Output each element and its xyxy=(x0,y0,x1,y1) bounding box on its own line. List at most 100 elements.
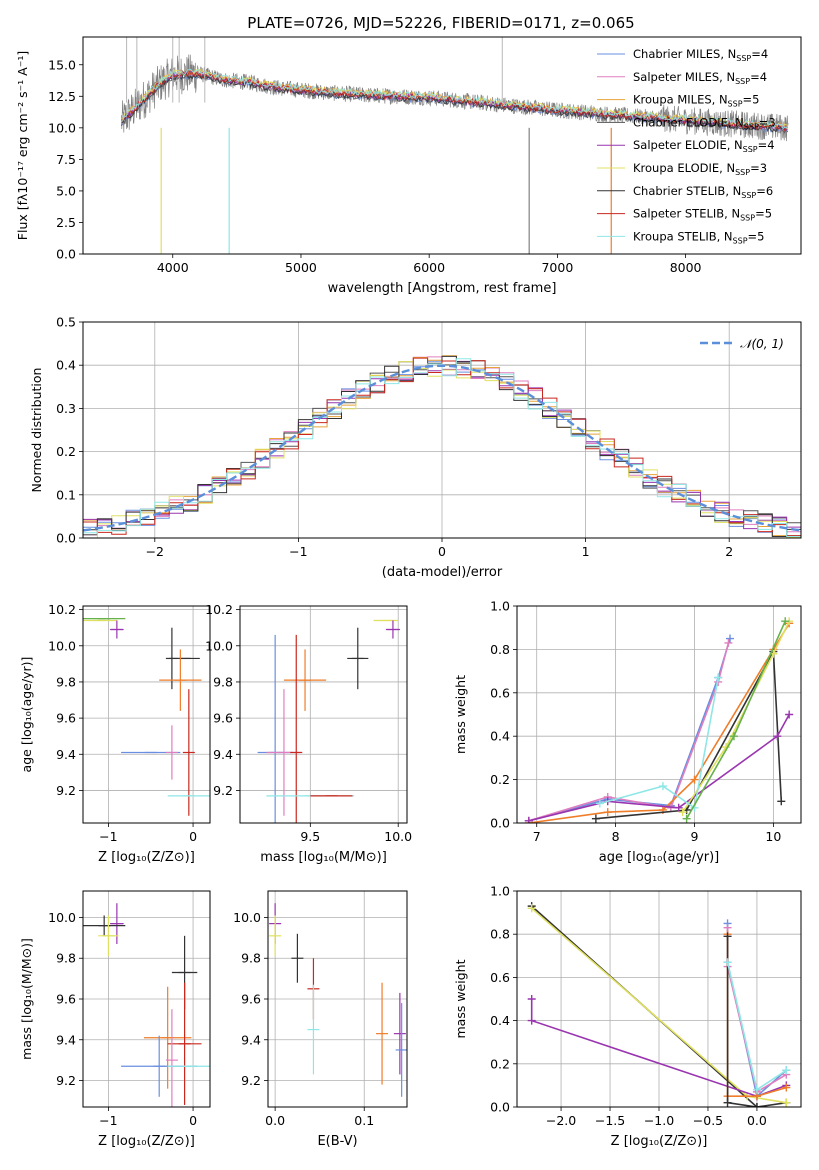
series-marker xyxy=(777,797,786,806)
series-marker xyxy=(658,782,667,791)
plot-area xyxy=(517,606,801,823)
series-marker xyxy=(527,995,536,1003)
axes-frame xyxy=(267,890,408,1108)
y-tick-label: 9.4 xyxy=(241,1032,261,1047)
y-axis-label: Flux [fλ10⁻¹⁷ erg cm⁻² s⁻¹ A⁻¹] xyxy=(15,51,30,240)
y-tick-label: 9.2 xyxy=(241,1073,261,1088)
data-point xyxy=(307,984,320,1075)
data-point xyxy=(395,1003,407,1097)
data-point xyxy=(385,620,400,639)
legend-entry: Salpeter STELIB, NSSP=5 xyxy=(633,207,772,223)
data-point xyxy=(167,982,202,1105)
x-tick-label: −2.0 xyxy=(546,1113,576,1128)
y-tick-label: 1.0 xyxy=(490,599,510,614)
y-tick-label: 10.0 xyxy=(48,638,76,653)
legend-entry: Kroupa MILES, NSSP=5 xyxy=(633,93,759,109)
x-axis-label: Z [log₁₀(Z/Z⊙)] xyxy=(98,850,195,865)
y-tick-label: 9.4 xyxy=(56,1032,76,1047)
data-point xyxy=(98,915,119,957)
data-point xyxy=(291,933,304,983)
series-line xyxy=(599,677,719,810)
series-marker xyxy=(782,1066,791,1075)
legend-entry: Chabrier ELODIE, NSSP=3 xyxy=(633,115,776,131)
legend: Chabrier MILES, NSSP=4 Salpeter MILES, NS… xyxy=(597,47,776,245)
legend-entry: Salpeter ELODIE, NSSP=4 xyxy=(633,138,775,154)
x-tick-label: 2 xyxy=(725,544,733,559)
y-tick-label: 15.0 xyxy=(48,57,76,72)
x-tick-label: 0 xyxy=(189,829,197,844)
data-point xyxy=(290,634,303,823)
legend-entry: Salpeter MILES, NSSP=4 xyxy=(633,70,767,86)
x-axis-label: (data-model)/error xyxy=(382,565,503,580)
y-tick-label: 9.8 xyxy=(56,674,76,689)
y-tick-label: 1.0 xyxy=(490,884,510,899)
series-marker xyxy=(752,1085,761,1094)
series-marker xyxy=(527,904,536,913)
x-tick-label: 8 xyxy=(612,829,620,844)
series-marker xyxy=(782,1083,791,1092)
x-tick-label: 0 xyxy=(438,544,446,559)
y-tick-label: 9.8 xyxy=(213,674,233,689)
y-tick-label: 10.0 xyxy=(48,120,76,135)
data-point xyxy=(182,689,195,816)
legend-entry: Chabrier STELIB, NSSP=6 xyxy=(633,184,773,200)
y-tick-label: 9.2 xyxy=(56,1073,76,1088)
y-tick-label: 9.8 xyxy=(56,951,76,966)
y-tick-label: 9.6 xyxy=(241,992,261,1007)
y-tick-label: 0.0 xyxy=(56,531,76,546)
series-marker xyxy=(773,732,782,741)
x-tick-label: −1 xyxy=(289,544,307,559)
y-tick-label: 10.2 xyxy=(205,602,233,617)
gaussian-reference-curve xyxy=(83,364,801,532)
data-point xyxy=(393,992,406,1075)
series-marker xyxy=(595,799,604,808)
x-axis-label: E(B-V) xyxy=(317,1134,357,1149)
y-tick-label: 7.5 xyxy=(56,152,76,167)
legend-entry: Kroupa ELODIE, NSSP=3 xyxy=(633,161,767,177)
data-point xyxy=(165,725,178,780)
histogram-step xyxy=(83,358,801,537)
legend-entry: 𝒩(0, 1) xyxy=(740,337,784,351)
x-tick-label: 0.1 xyxy=(354,1113,374,1128)
series-marker xyxy=(724,638,733,647)
series-marker xyxy=(682,814,691,823)
data-point xyxy=(159,649,202,711)
x-tick-label: 8000 xyxy=(670,260,702,275)
y-axis-label: mass weight xyxy=(453,959,468,1038)
y-tick-label: 5.0 xyxy=(56,183,76,198)
plot-area xyxy=(83,606,210,823)
x-tick-label: 6000 xyxy=(413,260,445,275)
data-point xyxy=(165,1009,178,1107)
y-tick-label: 0.8 xyxy=(490,642,510,657)
panel-spectrum: 4000 5000 6000 7000 8000 0.0 2.5 5.0 7.5 10.0 12.5… xyxy=(15,36,802,296)
data-point xyxy=(347,627,369,690)
series-marker xyxy=(674,803,683,812)
y-tick-label: 9.6 xyxy=(213,711,233,726)
series-marker xyxy=(782,1098,791,1107)
data-point xyxy=(83,915,126,936)
x-tick-label: 7000 xyxy=(541,260,573,275)
series-marker xyxy=(729,732,738,741)
plot-area xyxy=(83,322,801,538)
y-tick-label: 0.3 xyxy=(56,401,76,416)
series-marker xyxy=(690,775,699,784)
panel-weight-vs-age: 7 8 9 10 0.0 0.2 0.4 0.6 0.8 1.0 age [log₁₀(age/yr… xyxy=(453,599,802,865)
x-tick-label: −1.0 xyxy=(644,1113,674,1128)
series-line xyxy=(528,622,790,823)
x-tick-label: −1 xyxy=(99,829,117,844)
y-tick-label: 10.2 xyxy=(48,602,76,617)
y-axis-label: mass weight xyxy=(453,675,468,754)
x-tick-label: −0.5 xyxy=(693,1113,723,1128)
x-axis-label: mass [log₁₀(M/M⊙)] xyxy=(260,850,387,865)
series-line xyxy=(726,936,758,1107)
data-point xyxy=(110,620,124,639)
x-tick-label: 10.0 xyxy=(384,829,412,844)
panel-mass-vs-EBV: 0.0 0.1 9.2 9.4 9.6 9.8 10.0 E(B-V) xyxy=(233,890,408,1149)
y-tick-label: 10.0 xyxy=(233,910,261,925)
series-marker xyxy=(723,932,732,941)
y-tick-label: 2.5 xyxy=(56,215,76,230)
x-axis-label: age [log₁₀(age/yr)] xyxy=(599,850,720,865)
plot-area xyxy=(268,891,407,1107)
x-tick-label: 4000 xyxy=(157,260,189,275)
y-tick-label: 0.0 xyxy=(56,247,76,262)
